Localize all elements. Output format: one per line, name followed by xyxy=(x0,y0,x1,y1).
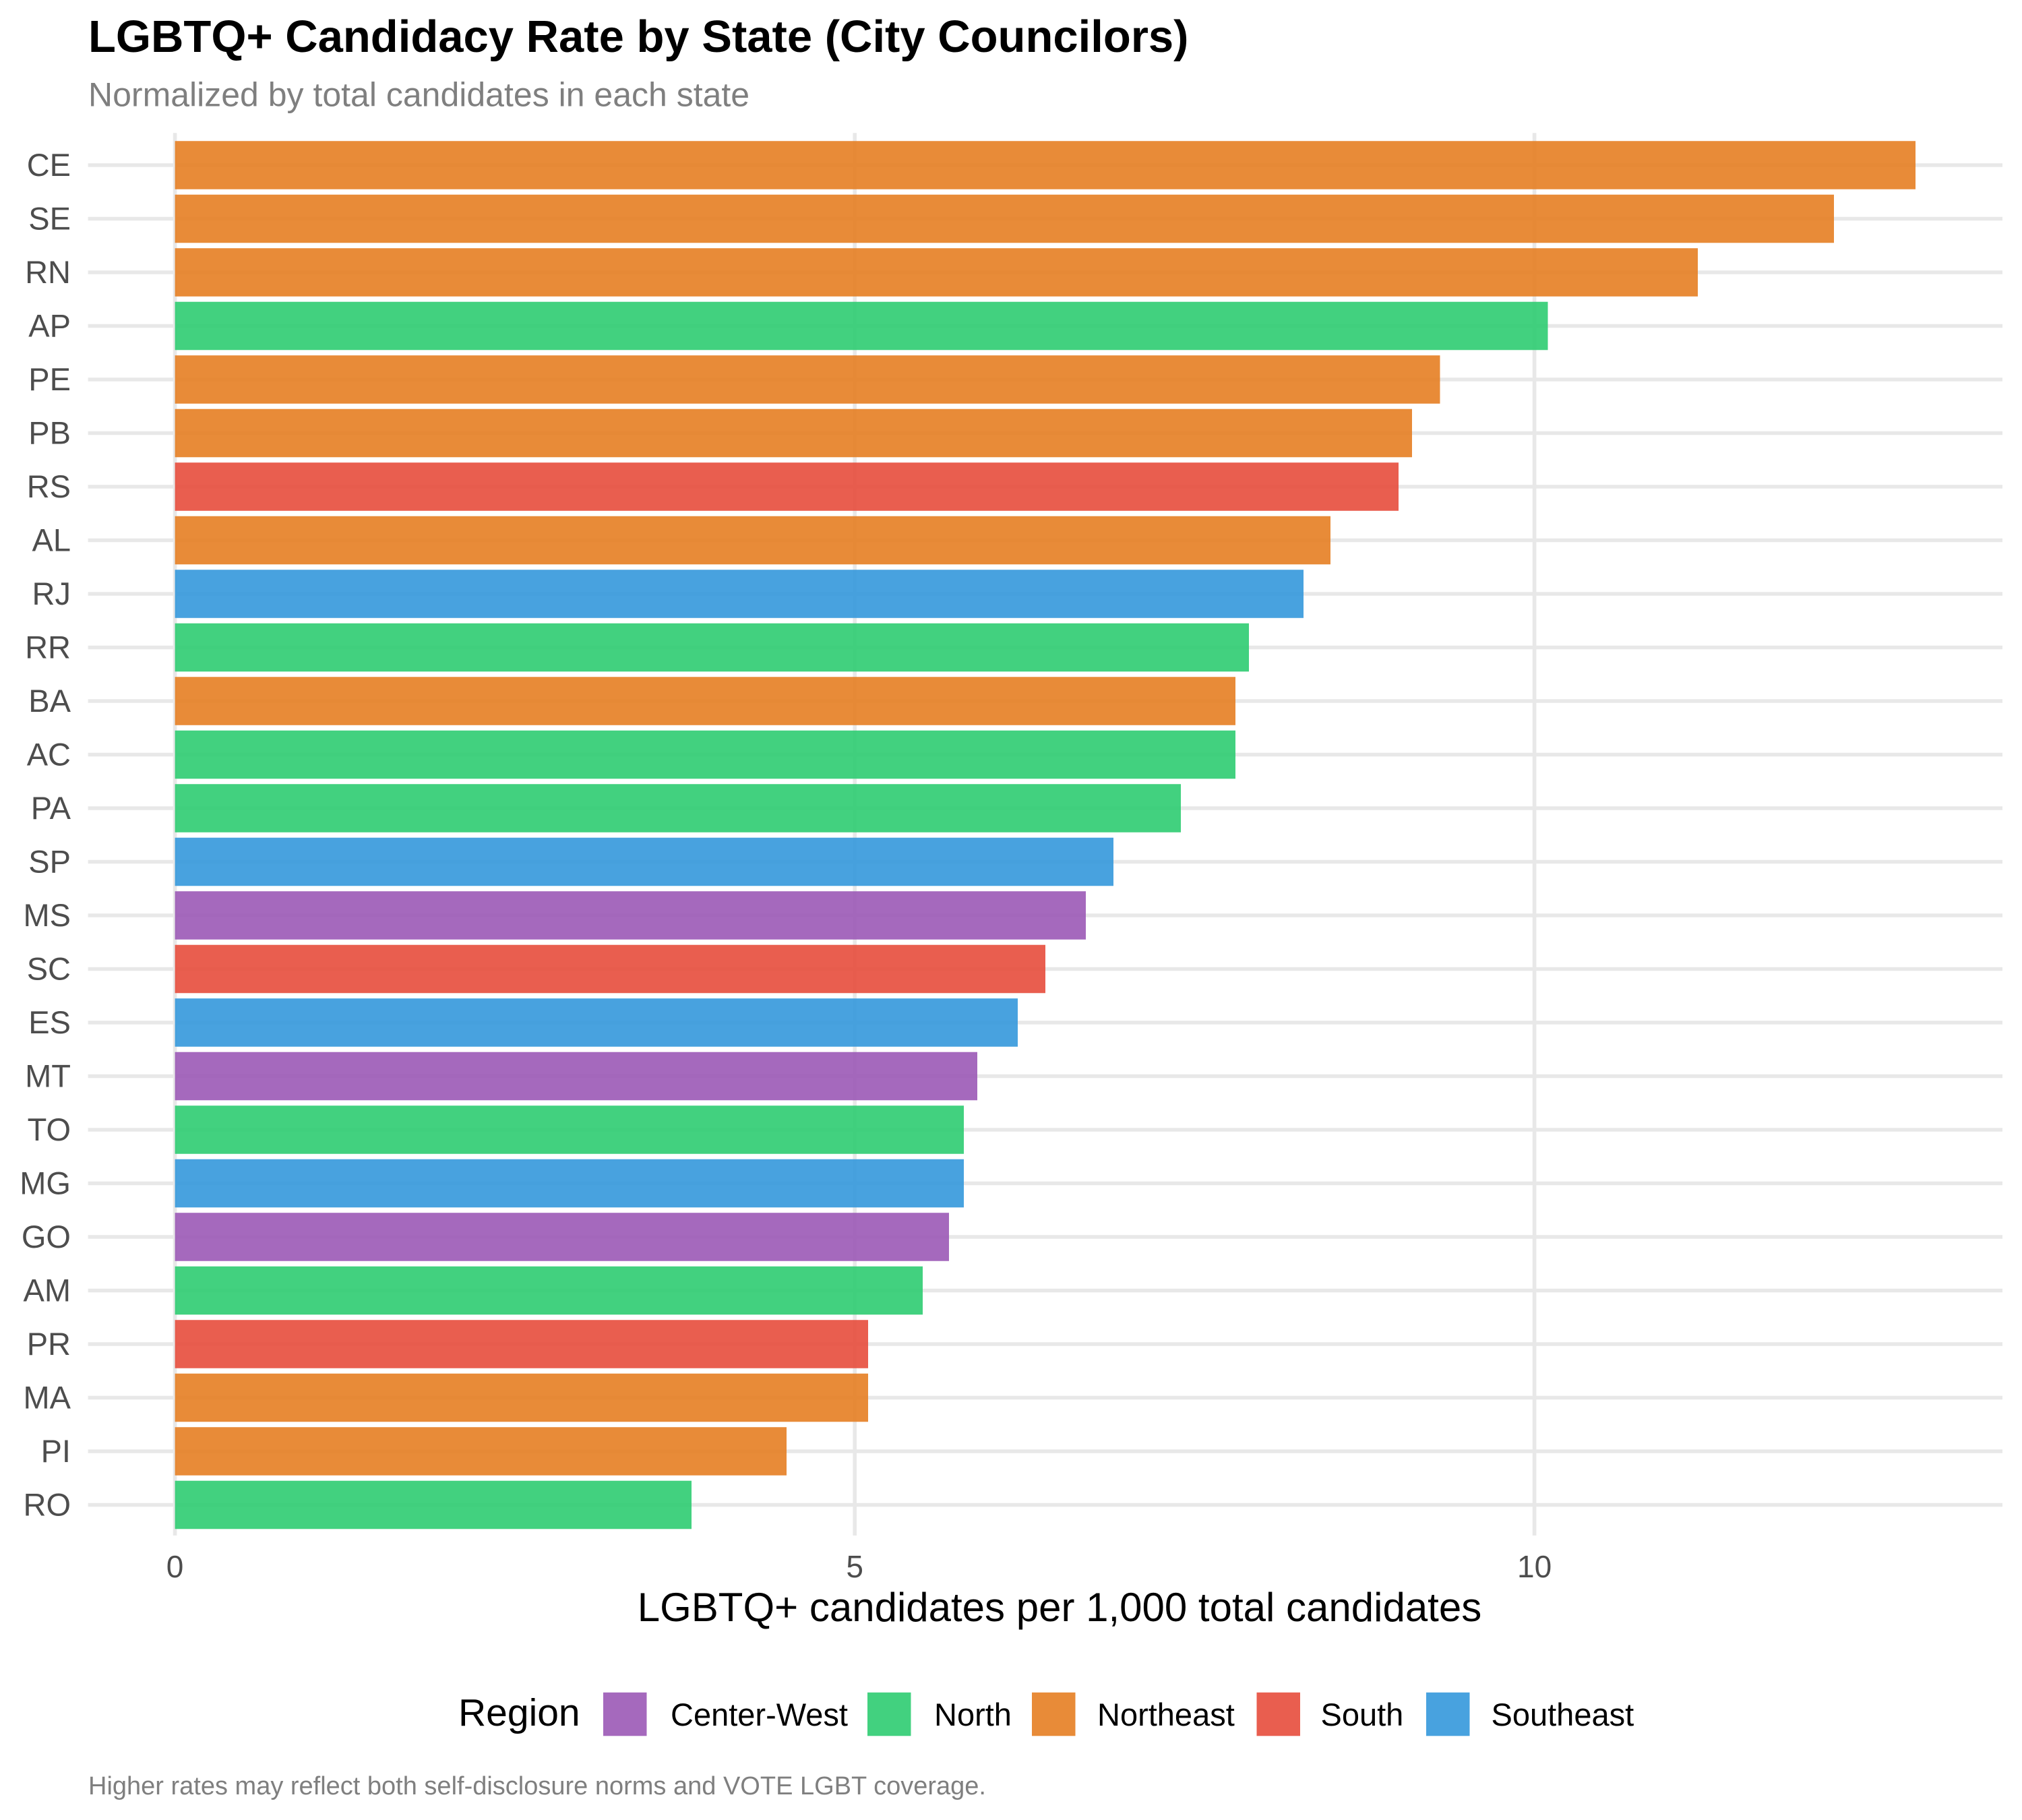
svg-text:Higher rates may reflect both: Higher rates may reflect both self-discl… xyxy=(88,1772,986,1800)
svg-text:AL: AL xyxy=(32,522,71,557)
svg-text:PR: PR xyxy=(27,1326,71,1362)
svg-text:MS: MS xyxy=(24,897,71,933)
svg-text:TO: TO xyxy=(28,1112,71,1147)
svg-text:SE: SE xyxy=(28,200,71,236)
svg-text:SP: SP xyxy=(28,843,71,879)
svg-text:MA: MA xyxy=(24,1379,71,1415)
svg-text:RS: RS xyxy=(27,468,71,504)
svg-text:SC: SC xyxy=(27,950,71,986)
svg-text:South: South xyxy=(1321,1697,1404,1732)
svg-text:Normalized by total candidates: Normalized by total candidates in each s… xyxy=(88,76,749,114)
svg-text:PE: PE xyxy=(28,361,71,397)
svg-text:PI: PI xyxy=(41,1433,71,1469)
svg-text:5: 5 xyxy=(846,1549,863,1584)
svg-text:PB: PB xyxy=(28,415,71,450)
svg-text:LGBTQ+ Candidacy Rate by State: LGBTQ+ Candidacy Rate by State (City Cou… xyxy=(88,11,1188,62)
svg-text:MT: MT xyxy=(25,1058,71,1093)
svg-text:RN: RN xyxy=(25,254,71,290)
svg-text:Region: Region xyxy=(458,1691,580,1734)
svg-text:North: North xyxy=(934,1697,1012,1732)
svg-text:10: 10 xyxy=(1517,1549,1552,1584)
svg-text:RJ: RJ xyxy=(32,576,71,611)
svg-text:MG: MG xyxy=(20,1165,71,1201)
svg-text:GO: GO xyxy=(22,1219,71,1254)
svg-text:BA: BA xyxy=(28,683,71,719)
svg-text:LGBTQ+ candidates per 1,000 to: LGBTQ+ candidates per 1,000 total candid… xyxy=(638,1585,1481,1630)
svg-text:RO: RO xyxy=(24,1486,71,1522)
svg-text:Southeast: Southeast xyxy=(1492,1697,1634,1732)
svg-text:Northeast: Northeast xyxy=(1097,1697,1235,1732)
svg-text:AC: AC xyxy=(27,736,71,772)
svg-text:CE: CE xyxy=(27,147,71,183)
svg-text:Center-West: Center-West xyxy=(671,1697,848,1732)
svg-text:AM: AM xyxy=(24,1272,71,1308)
svg-text:RR: RR xyxy=(25,629,71,665)
svg-text:ES: ES xyxy=(28,1004,71,1040)
svg-text:PA: PA xyxy=(31,790,71,826)
svg-text:AP: AP xyxy=(28,307,71,343)
svg-text:0: 0 xyxy=(166,1549,184,1584)
